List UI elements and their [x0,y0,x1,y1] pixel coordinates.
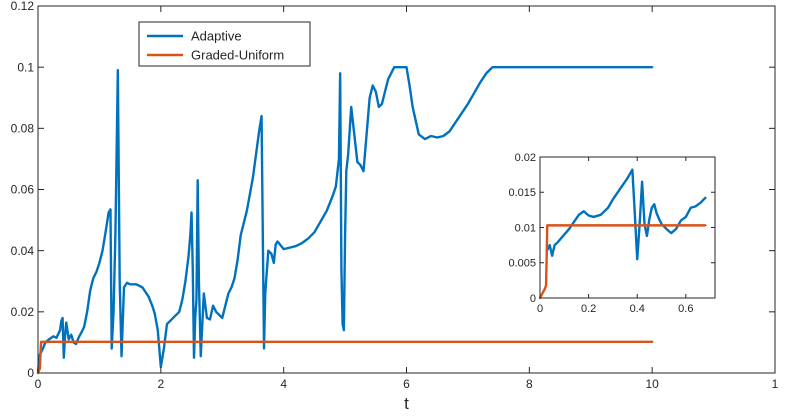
y-tick-label: 0.1 [17,60,34,74]
x-axis-label: t [404,394,409,413]
y-tick-label: 0.005 [508,258,536,270]
x-tick-label: 6 [403,377,410,391]
series-line-adaptive [36,65,654,373]
x-tick-label: 0 [537,303,543,315]
y-tick-label: 0.02 [11,305,35,319]
series-line-series-1 [546,168,707,261]
x-tick-label: 0 [35,377,42,391]
y-tick-label: 0.04 [11,244,35,258]
x-tick-label: 0.4 [630,303,645,315]
x-tick-label: 4 [280,377,287,391]
x-tick-label: 8 [526,377,533,391]
y-tick-label: 0.12 [11,0,35,13]
series-line-series-2 [538,224,707,300]
y-tick-label: 0.015 [508,187,536,199]
y-tick-label: 0 [530,293,536,305]
legend: Adaptive Graded-Uniform [138,21,311,67]
x-tick-label: 0.6 [678,303,693,315]
x-tick-label: 10 [645,377,659,391]
y-tick-label: 0 [27,366,34,380]
inset-chart: 0 0.2 0.4 0.6 0 0.005 0.01 0.015 0.02 [508,152,716,315]
y-tick-label: 0.01 [515,222,536,234]
x-tick-label: 2 [157,377,164,391]
y-tick-label: 0.06 [11,183,35,197]
y-tick-label: 0.08 [11,122,35,136]
legend-label-graded-uniform: Graded-Uniform [191,48,284,63]
x-tick-label: 0.2 [581,303,596,315]
x-tick-label: 1 [772,377,779,391]
y-tick-label: 0.02 [515,152,536,164]
legend-label-adaptive: Adaptive [191,29,242,44]
legend-box [138,21,311,67]
series-line-graded-uniform [36,340,654,375]
